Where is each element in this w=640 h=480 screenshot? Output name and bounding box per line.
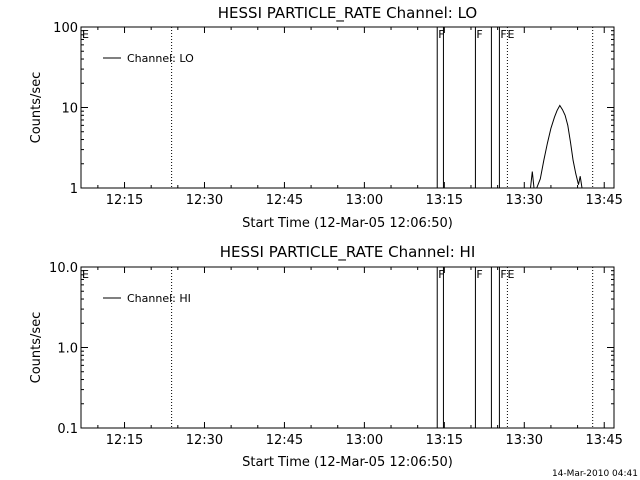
flag-label: E	[508, 28, 515, 41]
x-tick-label: 13:15	[426, 193, 463, 208]
legend-label: Channel: LO	[127, 52, 194, 65]
flag-label: E	[508, 268, 515, 281]
x-tick-label: 13:45	[585, 193, 622, 208]
flag-label: F	[438, 268, 444, 281]
x-tick-label: 13:00	[346, 193, 383, 208]
y-tick-label: 0.1	[57, 422, 78, 437]
data-series-line	[530, 104, 583, 189]
x-tick-label: 12:30	[186, 193, 223, 208]
chart-title: HESSI PARTICLE_RATE Channel: LO	[218, 4, 477, 23]
chart-title: HESSI PARTICLE_RATE Channel: HI	[220, 243, 476, 262]
x-tick-label: 13:30	[506, 433, 543, 448]
flag-label: F	[438, 28, 444, 41]
y-tick-label: 100	[53, 21, 78, 36]
flag-label: F	[476, 268, 482, 281]
x-tick-label: 12:15	[106, 433, 143, 448]
x-tick-label: 12:45	[266, 433, 303, 448]
flag-label: F	[500, 28, 506, 41]
legend-label: Channel: HI	[127, 292, 191, 305]
flag-label: E	[82, 268, 89, 281]
y-axis-label: Counts/sec	[29, 72, 44, 144]
x-tick-label: 13:45	[585, 433, 622, 448]
y-tick-label: 1	[70, 182, 78, 197]
y-tick-label: 1.0	[57, 342, 78, 357]
x-tick-label: 12:45	[266, 193, 303, 208]
y-tick-label: 10	[61, 102, 78, 117]
x-tick-label: 13:00	[346, 433, 383, 448]
y-axis-label: Counts/sec	[29, 312, 44, 384]
x-tick-label: 12:15	[106, 193, 143, 208]
flag-label: F	[476, 28, 482, 41]
footer-timestamp: 14-Mar-2010 04:41	[552, 469, 638, 479]
x-tick-label: 13:15	[426, 433, 463, 448]
x-tick-label: 12:30	[186, 433, 223, 448]
flag-label: F	[500, 268, 506, 281]
x-tick-label: 13:30	[506, 193, 543, 208]
flag-label: E	[82, 28, 89, 41]
x-axis-label: Start Time (12-Mar-05 12:06:50)	[242, 455, 453, 470]
x-axis-label: Start Time (12-Mar-05 12:06:50)	[242, 216, 453, 231]
y-tick-label: 10.0	[49, 261, 78, 276]
